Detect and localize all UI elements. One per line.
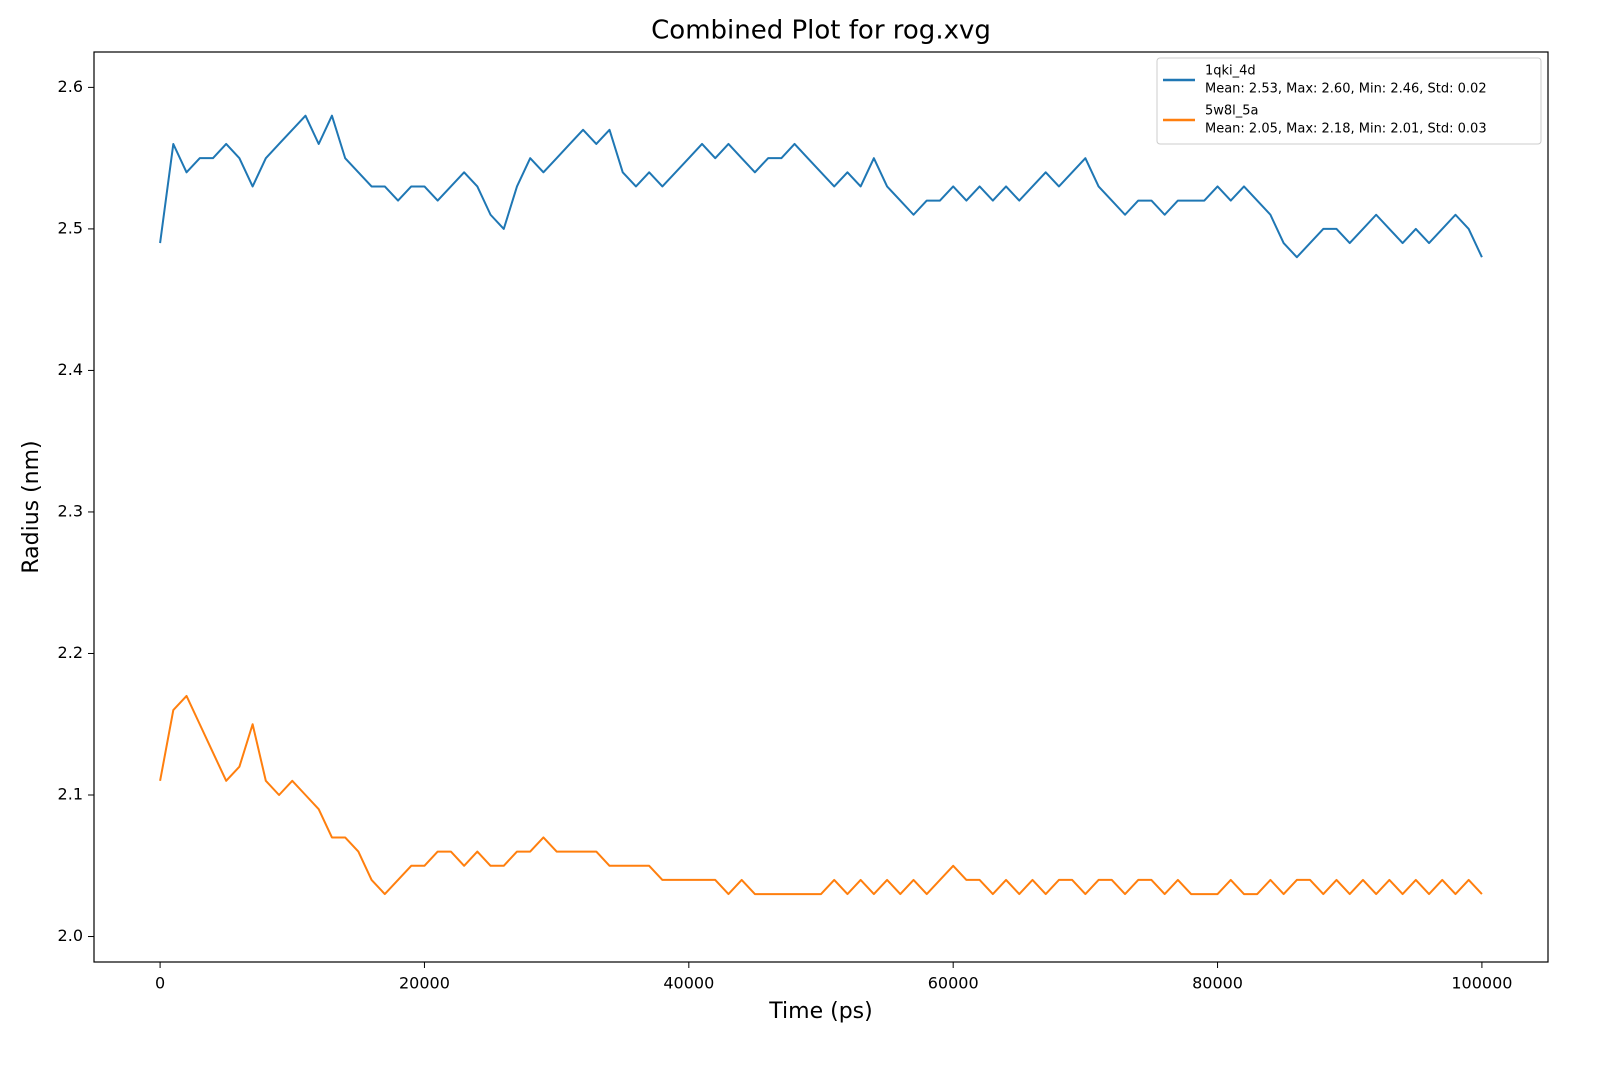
y-tick-label: 2.5 [58,218,83,237]
y-tick-label: 2.4 [58,360,83,379]
y-tick-label: 2.2 [58,643,83,662]
x-tick-label: 100000 [1451,974,1512,993]
legend-box [1156,57,1542,145]
x-tick-label: 40000 [663,974,714,993]
x-tick-label: 80000 [1192,974,1243,993]
x-tick-label: 60000 [928,974,979,993]
y-tick-label: 2.3 [58,501,83,520]
plot-frame [93,51,1549,963]
legend-details: Mean: 2.05, Max: 2.18, Min: 2.01, Std: 0… [1205,122,1487,137]
y-tick-label: 2.6 [58,77,83,96]
x-axis-label: Time (ps) [768,999,872,1024]
x-tick-label: 20000 [399,974,450,993]
series-line [159,114,1483,259]
legend-label: 5w8l_5a [1205,104,1259,119]
legend-details: Mean: 2.53, Max: 2.60, Min: 2.46, Std: 0… [1205,82,1487,97]
y-axis-label: Radius (nm) [19,440,44,573]
chart-title: Combined Plot for rog.xvg [651,16,991,46]
y-tick-label: 2.1 [58,785,83,804]
y-tick-label: 2.0 [58,926,83,945]
series-line [159,694,1483,896]
x-tick-label: 0 [155,974,165,993]
legend-label: 1qki_4d [1205,64,1256,79]
